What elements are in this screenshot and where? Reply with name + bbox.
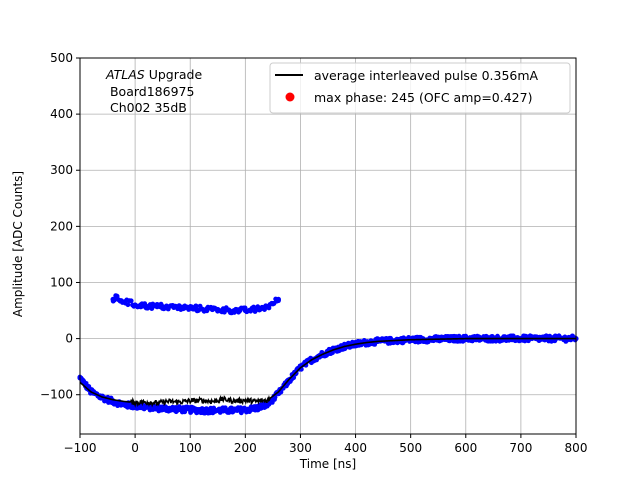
scatter-point <box>226 307 232 313</box>
x-tick-label: 700 <box>509 441 532 455</box>
scatter-point <box>253 405 259 411</box>
blue-points-layer <box>77 293 579 416</box>
scatter-point <box>171 304 177 310</box>
x-tick-label: 800 <box>565 441 588 455</box>
scatter-point <box>198 407 204 414</box>
y-tick-label: 400 <box>50 107 73 121</box>
scatter-point <box>121 402 127 408</box>
legend-box <box>269 62 571 114</box>
scatter-point <box>275 296 281 302</box>
legend-marker-label: max phase: 245 (OFC amp=0.427) <box>314 90 532 105</box>
y-tick-label: 300 <box>50 163 73 177</box>
scatter-point <box>237 307 243 314</box>
plot-frame <box>79 57 577 435</box>
scatter-point <box>259 305 265 311</box>
scatter-point <box>128 298 134 304</box>
scatter-point <box>193 305 199 311</box>
atlas-annotation: ATLAS Upgrade Board186975 Ch002 35dB <box>105 67 202 115</box>
scatter-point <box>231 407 237 414</box>
scatter-point <box>149 303 155 309</box>
upgrade-label: Upgrade <box>145 67 203 82</box>
scatter-point <box>209 306 215 313</box>
scatter-point <box>198 306 204 312</box>
scatter-point <box>248 307 254 313</box>
scatter-point <box>138 302 144 308</box>
y-tick-label: −100 <box>40 388 73 402</box>
scatter-point <box>187 407 193 413</box>
x-tick-label: 500 <box>399 441 422 455</box>
scatter-point <box>204 306 210 312</box>
scatter-point <box>165 304 171 310</box>
y-tick-label: 500 <box>50 51 73 65</box>
average-pulse-line <box>79 337 576 408</box>
legend-marker-swatch <box>285 92 295 102</box>
y-tick-label: 0 <box>65 332 73 346</box>
axes-layer <box>79 57 577 435</box>
svg-text:ATLAS Upgrade: ATLAS Upgrade <box>105 67 202 82</box>
x-tick-label: 200 <box>234 441 257 455</box>
x-tick-label: 300 <box>289 441 312 455</box>
scatter-point <box>154 304 160 310</box>
scatter-point <box>242 407 248 413</box>
atlas-label: ATLAS <box>105 67 145 82</box>
scatter-point <box>270 301 276 307</box>
scatter-point <box>187 305 193 311</box>
x-tick-label: 400 <box>344 441 367 455</box>
line-layer <box>79 337 576 408</box>
scatter-point <box>209 407 215 414</box>
y-tick-label: 100 <box>50 275 73 289</box>
channel-label: Ch002 35dB <box>106 100 187 115</box>
x-tick-label: 100 <box>179 441 202 455</box>
scatter-point <box>182 305 188 311</box>
scatter-point <box>253 306 259 313</box>
scatter-point <box>154 405 160 411</box>
x-tick-label: −100 <box>64 441 97 455</box>
scatter-point <box>113 295 119 301</box>
y-axis-label: Amplitude [ADC Counts] <box>11 171 25 317</box>
scatter-point <box>264 304 270 310</box>
scatter-point <box>264 402 270 408</box>
x-tick-label: 0 <box>131 441 139 455</box>
y-tick-label: 200 <box>50 219 73 233</box>
scatter-point <box>220 407 226 414</box>
scatter-point <box>160 304 166 310</box>
ticks-layer: −100 0 100 200 300 400 500 600 700 800 −100 0 100 200… <box>40 51 587 455</box>
scatter-point <box>220 307 226 313</box>
scatter-point <box>176 305 182 311</box>
scatter-point <box>176 406 182 412</box>
scatter-point <box>165 406 171 412</box>
scatter-point <box>231 307 237 314</box>
scatter-point <box>242 307 248 314</box>
scatter-point <box>143 404 149 410</box>
scatter-point <box>215 306 221 313</box>
x-tick-label: 600 <box>454 441 477 455</box>
x-axis-label: Time [ns] <box>299 457 356 471</box>
legend-line-label: average interleaved pulse 0.356mA <box>314 68 539 83</box>
board-label: Board186975 <box>106 84 194 99</box>
scatter-point <box>143 303 149 309</box>
scatter-point <box>132 302 138 308</box>
legend: average interleaved pulse 0.356mA max ph… <box>269 62 571 114</box>
scatter-point <box>125 302 131 308</box>
